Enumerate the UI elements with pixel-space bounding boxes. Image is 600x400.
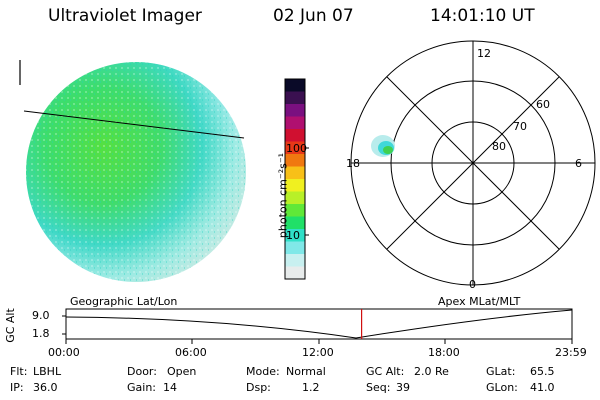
colorbar-tick-10: 10 <box>286 229 300 242</box>
mlt-label-12: 12 <box>477 47 491 60</box>
status-gcalt-value: 2.0 Re <box>414 365 449 378</box>
date-label: 02 Jun 07 <box>273 6 354 26</box>
status-flt-value: LBHL <box>33 365 62 378</box>
status-gain-value: 14 <box>163 381 177 394</box>
colorbar-segment <box>285 254 305 268</box>
lat-label-60: 60 <box>536 98 550 111</box>
colorbar-segment <box>285 141 305 155</box>
instrument-title: Ultraviolet Imager <box>48 6 202 26</box>
color-scale-bar <box>284 78 306 280</box>
altitude-curve <box>65 309 573 339</box>
colorbar-segment <box>285 116 305 130</box>
colorbar-segment <box>285 216 305 230</box>
status-dsp-value: 1.2 <box>302 381 320 394</box>
status-ip-key: IP: <box>10 381 24 394</box>
time-label: 14:01:10 UT <box>430 6 535 26</box>
status-door-key: Door: <box>127 365 157 378</box>
colorbar-segment <box>285 154 305 168</box>
colorbar-segment <box>285 266 305 280</box>
polar-plot <box>350 40 596 286</box>
timeline-frame <box>65 308 573 340</box>
colorbar-segment <box>285 91 305 105</box>
colorbar-segment <box>285 166 305 180</box>
mlt-label-6: 6 <box>575 157 582 170</box>
lat-label-80: 80 <box>492 140 506 153</box>
colorbar-segment <box>285 79 305 93</box>
status-gcalt-key: GC Alt: <box>366 365 405 378</box>
timeline-right-caption: Apex MLat/MLT <box>438 295 521 308</box>
status-seq-key: Seq: <box>366 381 391 394</box>
status-glon-key: GLon: <box>486 381 518 394</box>
colorbar-unit-label: photon cm⁻²s⁻¹ <box>276 152 290 239</box>
terminator-line <box>23 110 245 139</box>
colorbar-frame <box>284 78 306 280</box>
status-mode-value: Normal <box>286 365 326 378</box>
timeline-plot <box>62 308 573 344</box>
mlt-label-0: 0 <box>469 278 476 291</box>
colorbar-segment <box>285 241 305 255</box>
status-gain-key: Gain: <box>127 381 156 394</box>
status-flt-key: Flt: <box>10 365 28 378</box>
colorbar-segment <box>285 179 305 193</box>
status-glat-value: 65.5 <box>530 365 555 378</box>
status-ip-value: 36.0 <box>33 381 58 394</box>
y-tick-1-8: 1.8 <box>32 327 50 340</box>
colorbar-segment <box>285 229 305 243</box>
lat-label-70: 70 <box>513 120 527 133</box>
colorbar-segment <box>285 204 305 218</box>
y-tick-9: 9.0 <box>32 309 50 322</box>
aurora-blob <box>371 135 395 157</box>
status-door-value: Open <box>167 365 197 378</box>
status-glat-key: GLat: <box>486 365 516 378</box>
colorbar-tick-100: 100 <box>286 142 307 155</box>
mlt-label-18: 18 <box>346 157 360 170</box>
x-tick-2359: 23:59 <box>555 346 587 359</box>
x-tick-12: 12:00 <box>302 346 334 359</box>
x-tick-06: 06:00 <box>175 346 207 359</box>
colorbar-segment <box>285 104 305 118</box>
status-seq-value: 39 <box>396 381 410 394</box>
timeline-left-caption: Geographic Lat/Lon <box>70 295 178 308</box>
status-glon-value: 41.0 <box>530 381 555 394</box>
colorbar-segment <box>285 191 305 205</box>
x-tick-18: 18:00 <box>428 346 460 359</box>
timeline-y-axis-title: GC Alt <box>3 308 17 343</box>
imager-disk <box>19 60 246 282</box>
status-dsp-key: Dsp: <box>246 381 271 394</box>
x-tick-00: 00:00 <box>48 346 80 359</box>
colorbar-segment <box>285 129 305 143</box>
meridian-diag-2 <box>386 76 560 250</box>
status-mode-key: Mode: <box>246 365 280 378</box>
